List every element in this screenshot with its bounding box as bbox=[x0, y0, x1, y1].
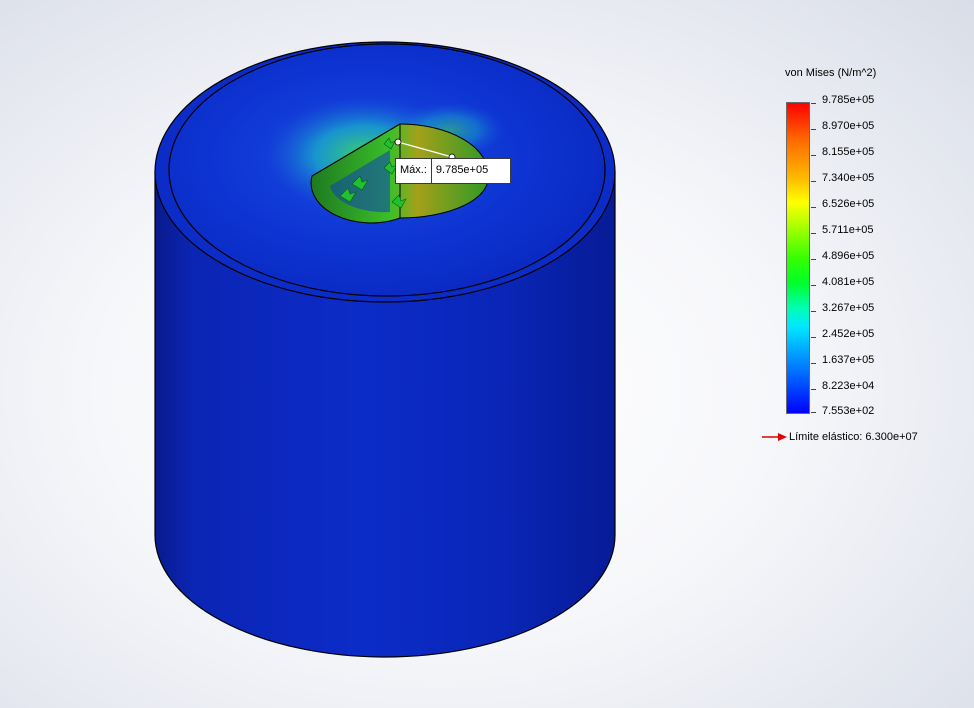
legend-tick bbox=[811, 181, 816, 182]
legend-tick bbox=[811, 337, 816, 338]
legend-value-label: 8.223e+04 bbox=[822, 380, 875, 392]
legend-color-bar bbox=[786, 102, 810, 414]
legend-tick bbox=[811, 207, 816, 208]
cylinder-side-surface bbox=[154, 171, 616, 658]
yield-strength-indicator: Límite elástico: 6.300e+07 bbox=[762, 430, 918, 444]
legend-value-label: 8.970e+05 bbox=[822, 120, 875, 132]
legend-value-label: 6.526e+05 bbox=[822, 198, 875, 210]
legend-value-label: 5.711e+05 bbox=[822, 224, 874, 236]
probe-point-max[interactable] bbox=[394, 138, 402, 146]
legend-value-label: 1.637e+05 bbox=[822, 354, 875, 366]
legend-tick bbox=[811, 285, 816, 286]
legend-tick bbox=[811, 311, 816, 312]
probe-label-text: Máx.: bbox=[396, 159, 432, 183]
yield-strength-text: Límite elástico: 6.300e+07 bbox=[789, 431, 918, 443]
legend-tick bbox=[811, 389, 816, 390]
legend-value-label: 9.785e+05 bbox=[822, 94, 875, 106]
legend-value-label: 2.452e+05 bbox=[822, 328, 875, 340]
legend-value-label: 8.155e+05 bbox=[822, 146, 875, 158]
legend-value-label: 3.267e+05 bbox=[822, 302, 875, 314]
probe-value-text: 9.785e+05 bbox=[435, 164, 489, 176]
max-probe-label[interactable]: Máx.: 9.785e+05 bbox=[395, 158, 512, 184]
legend-tick bbox=[811, 259, 816, 260]
legend-tick bbox=[811, 103, 816, 104]
legend-value-label: 7.340e+05 bbox=[822, 172, 875, 184]
legend-value-label: 7.553e+02 bbox=[822, 405, 875, 417]
legend-value-label: 4.081e+05 bbox=[822, 276, 875, 288]
legend-tick bbox=[811, 129, 816, 130]
hole-inner-edge bbox=[311, 123, 401, 218]
legend-tick bbox=[811, 233, 816, 234]
color-legend[interactable]: von Mises (N/m^2) 9.785e+05 8.970e+05 8.… bbox=[760, 60, 960, 460]
fixture-arrow-icon bbox=[339, 137, 407, 209]
red-arrow-icon bbox=[762, 433, 787, 441]
legend-value-label: 4.896e+05 bbox=[822, 250, 875, 262]
legend-tick bbox=[811, 363, 816, 364]
legend-tick bbox=[811, 412, 816, 413]
legend-tick bbox=[811, 155, 816, 156]
probe-leader-line bbox=[397, 141, 453, 158]
legend-title: von Mises (N/m^2) bbox=[785, 67, 877, 79]
